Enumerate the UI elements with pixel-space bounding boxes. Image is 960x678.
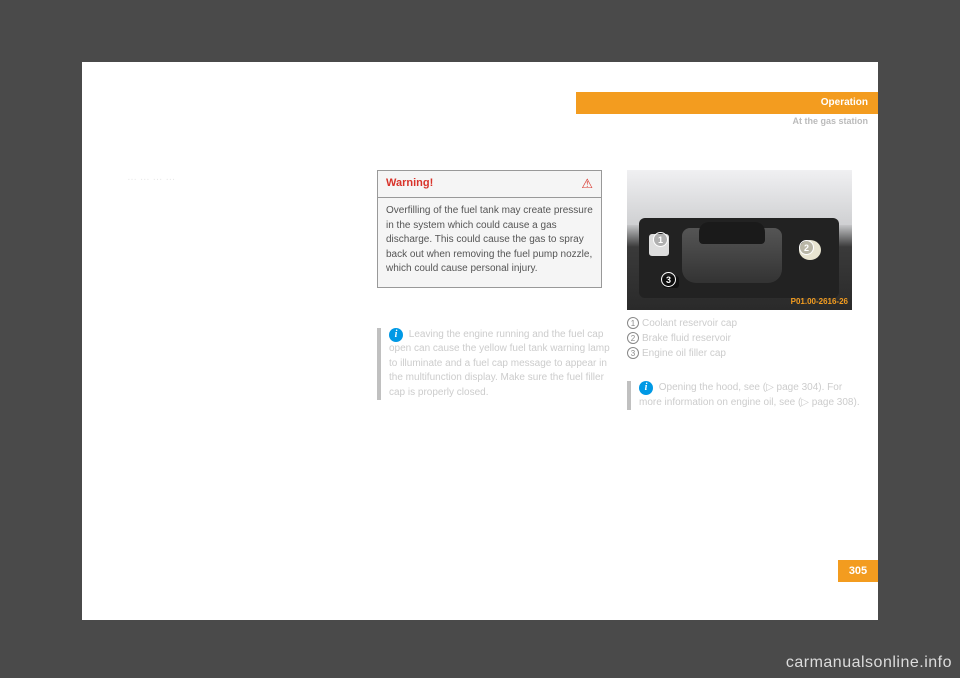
caption-num: 2: [627, 332, 639, 344]
caption-text: Brake fluid reservoir: [642, 333, 731, 344]
photo-code: P01.00-2616-26: [791, 296, 848, 307]
caption-row: 2Brake fluid reservoir: [627, 331, 862, 346]
photo-captions: 1Coolant reservoir cap 2Brake fluid rese…: [627, 316, 862, 361]
manual-page: Operation At the gas station … … … … War…: [82, 62, 878, 620]
column-3: 1 2 3 P01.00-2616-26 1Coolant reservoir …: [627, 170, 862, 410]
caption-text: Engine oil filler cap: [642, 348, 726, 359]
faded-edge-text: … … … …: [127, 170, 362, 185]
info-text: Leaving the engine running and the fuel …: [389, 329, 610, 398]
engine-compartment-photo: 1 2 3 P01.00-2616-26: [627, 170, 852, 310]
info-icon: i: [639, 381, 653, 395]
info-text: Opening the hood, see (▷ page 304). For …: [639, 382, 860, 408]
warning-title: Warning!: [386, 176, 433, 191]
caption-num: 1: [627, 317, 639, 329]
page-number: 305: [838, 560, 878, 582]
warning-triangle-icon: ⚠: [581, 175, 593, 193]
photo-intake: [699, 222, 765, 244]
info-icon: i: [389, 328, 403, 342]
photo-marker-2: 2: [799, 240, 814, 255]
info-note: i Leaving the engine running and the fue…: [377, 328, 612, 401]
photo-marker-3: 3: [661, 272, 676, 287]
section-title: Operation: [821, 97, 868, 108]
warning-box: Warning! ⚠ Overfilling of the fuel tank …: [377, 170, 602, 288]
caption-num: 3: [627, 347, 639, 359]
photo-marker-1: 1: [653, 232, 668, 247]
photo-hood: [627, 170, 852, 225]
section-header: Operation: [576, 92, 878, 114]
caption-row: 1Coolant reservoir cap: [627, 316, 862, 331]
caption-row: 3Engine oil filler cap: [627, 346, 862, 361]
watermark: carmanualsonline.info: [786, 654, 952, 672]
warning-body: Overfilling of the fuel tank may create …: [378, 198, 601, 287]
info-note: i Opening the hood, see (▷ page 304). Fo…: [627, 381, 862, 410]
section-subtitle: At the gas station: [792, 116, 868, 126]
caption-text: Coolant reservoir cap: [642, 318, 737, 329]
warning-header: Warning! ⚠: [378, 171, 601, 198]
column-2: Warning! ⚠ Overfilling of the fuel tank …: [377, 170, 612, 400]
column-1: … … … …: [127, 170, 362, 185]
